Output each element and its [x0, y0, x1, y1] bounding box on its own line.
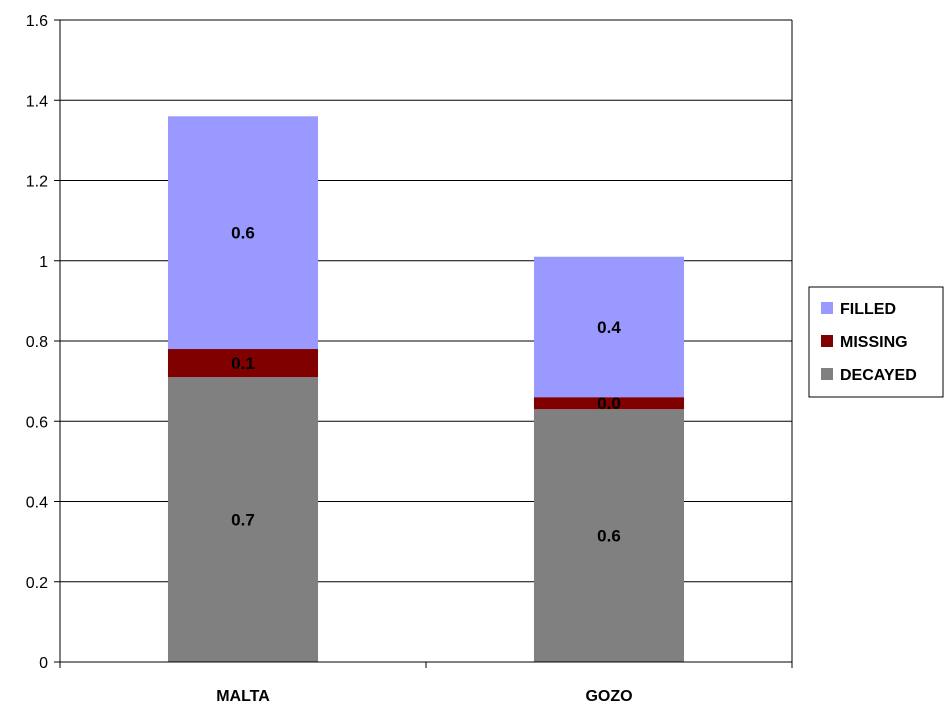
y-tick-label: 0.4 — [26, 495, 48, 512]
legend-swatch-decayed — [821, 368, 833, 380]
x-category-label: MALTA — [216, 688, 270, 705]
legend-swatch-missing — [821, 335, 833, 347]
bar-segment-missing — [533, 397, 685, 410]
data-labels: 0.7 0.1 0.6 0.6 0.0 0.4 — [231, 224, 621, 546]
bar-segment-decayed — [533, 409, 685, 662]
x-axis-categories: MALTA GOZO — [216, 688, 632, 705]
data-label: 0.7 — [231, 511, 255, 530]
data-label: 0.4 — [597, 318, 621, 337]
y-tick-label: 0.2 — [26, 575, 48, 592]
y-tick-label: 1 — [39, 254, 48, 271]
legend-label-missing: MISSING — [840, 334, 908, 351]
bar-segment-decayed — [167, 377, 319, 662]
y-axis-ticks: 0 0.2 0.4 0.6 0.8 1 1.2 1.4 1.6 — [26, 13, 60, 672]
bar-segment-filled — [533, 256, 685, 398]
x-category-label: GOZO — [585, 688, 632, 705]
bar-segment-missing — [167, 349, 319, 378]
data-label: 0.0 — [597, 394, 621, 413]
legend-label-filled: FILLED — [840, 301, 896, 318]
y-tick-label: 0.6 — [26, 414, 48, 431]
data-label: 0.6 — [597, 527, 621, 546]
y-tick-label: 1.2 — [26, 174, 48, 191]
legend-label-decayed: DECAYED — [840, 367, 917, 384]
data-label: 0.1 — [231, 354, 255, 373]
data-label: 0.6 — [231, 224, 255, 243]
y-tick-label: 1.6 — [26, 13, 48, 30]
bar-segment-filled — [167, 116, 319, 350]
bars — [167, 116, 685, 662]
y-tick-label: 0 — [39, 655, 48, 672]
y-tick-label: 0.8 — [26, 334, 48, 351]
legend-swatch-filled — [821, 302, 833, 314]
legend: FILLED MISSING DECAYED — [808, 286, 944, 398]
y-tick-label: 1.4 — [26, 93, 48, 110]
